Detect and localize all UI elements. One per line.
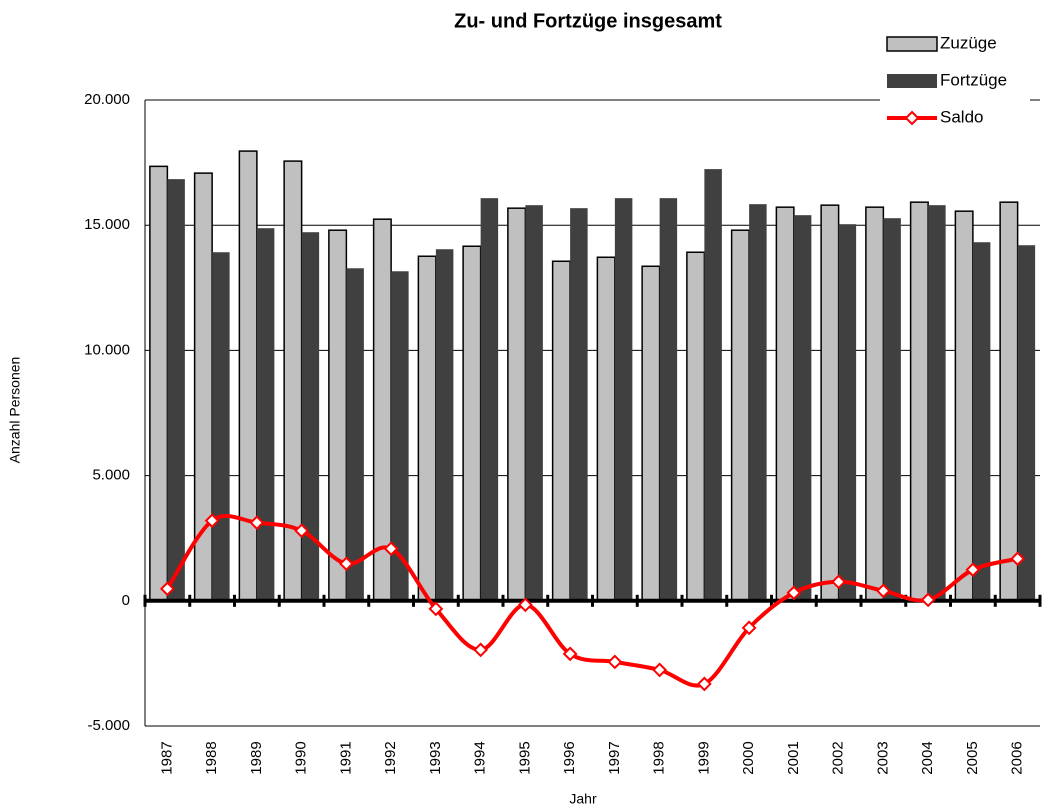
- bar: [686, 251, 706, 602]
- bar: [372, 218, 392, 602]
- bar: [346, 268, 364, 601]
- bar: [149, 165, 169, 602]
- bar: [999, 201, 1019, 602]
- marker: [338, 556, 354, 572]
- bar: [838, 224, 857, 601]
- y-tick-label: 0: [122, 592, 130, 609]
- x-tick-label: 2001: [785, 741, 802, 774]
- marker: [831, 574, 847, 590]
- bar: [954, 210, 974, 602]
- x-tick-label: 1993: [427, 741, 444, 774]
- x-tick-label: 1996: [561, 741, 578, 774]
- marker: [473, 642, 489, 658]
- y-tick-label: 20.000: [84, 91, 130, 108]
- bar: [167, 179, 185, 601]
- y-tick-label: -5.000: [87, 717, 130, 734]
- x-tick-label: 1988: [203, 741, 220, 774]
- marker: [294, 523, 310, 539]
- x-tick-label: 1994: [472, 741, 489, 774]
- marker: [652, 662, 668, 678]
- bar: [704, 169, 722, 601]
- bar: [328, 229, 348, 602]
- bar: [865, 206, 885, 602]
- bar: [972, 242, 991, 601]
- y-tick-label: 5.000: [92, 467, 130, 484]
- marker: [562, 646, 578, 662]
- x-tick-label: 1995: [516, 741, 533, 774]
- bar: [256, 228, 275, 601]
- x-tick-label: 1997: [606, 741, 623, 774]
- marker: [517, 597, 533, 613]
- x-axis-label: Jahr: [569, 791, 597, 807]
- bar: [596, 256, 616, 602]
- legend-marker: [904, 110, 920, 126]
- bar: [212, 252, 230, 601]
- bar: [641, 265, 661, 602]
- bar: [301, 232, 320, 601]
- x-tick-label: 2003: [874, 741, 891, 774]
- x-tick-label: 1999: [695, 741, 712, 774]
- x-tick-label: 1998: [651, 741, 668, 774]
- chart-title: Zu- und Fortzüge insgesamt: [454, 10, 722, 32]
- x-tick-label: 2000: [740, 741, 757, 774]
- marker: [965, 562, 981, 578]
- marker: [607, 654, 623, 670]
- bar: [775, 206, 795, 602]
- x-tick-label: 2006: [1009, 741, 1026, 774]
- bar: [749, 204, 767, 601]
- bar: [730, 229, 750, 602]
- bar: [614, 198, 633, 601]
- bar: [1017, 245, 1036, 601]
- marker: [1010, 551, 1026, 567]
- x-tick-label: 1991: [337, 741, 354, 774]
- bar: [462, 245, 482, 602]
- legend-swatch: [886, 36, 938, 52]
- bar: [525, 205, 543, 601]
- marker: [786, 585, 802, 601]
- x-tick-label: 1992: [382, 741, 399, 774]
- bar: [883, 218, 901, 601]
- marker: [383, 541, 399, 557]
- bar: [435, 249, 454, 601]
- bar: [507, 207, 527, 602]
- x-tick-label: 2004: [919, 741, 936, 774]
- legend-label: Fortzüge: [940, 70, 1007, 89]
- x-tick-label: 1987: [158, 741, 175, 774]
- bar: [820, 204, 840, 602]
- marker: [249, 515, 265, 531]
- legend-swatch: [887, 74, 937, 88]
- bar: [570, 208, 588, 601]
- legend-label: Zuzüge: [940, 33, 997, 52]
- y-axis-label: Anzahl Personen: [7, 357, 23, 464]
- marker: [696, 676, 712, 692]
- bar: [793, 215, 812, 601]
- marker: [204, 513, 220, 529]
- marker: [428, 601, 444, 617]
- x-tick-label: 2005: [964, 741, 981, 774]
- bar: [551, 260, 571, 602]
- bar: [909, 201, 929, 602]
- marker: [875, 583, 891, 599]
- bar: [417, 255, 437, 602]
- bar: [928, 205, 946, 601]
- marker: [741, 620, 757, 636]
- y-tick-label: 15.000: [84, 216, 130, 233]
- x-tick-label: 1989: [248, 741, 265, 774]
- x-tick-label: 2002: [830, 741, 847, 774]
- marker: [920, 592, 936, 608]
- legend-label: Saldo: [940, 107, 983, 126]
- x-tick-label: 1990: [293, 741, 310, 774]
- bar: [238, 150, 258, 602]
- bar: [391, 271, 409, 601]
- bar: [480, 198, 499, 601]
- y-tick-label: 10.000: [84, 341, 130, 358]
- bar: [659, 198, 678, 601]
- marker: [159, 581, 175, 597]
